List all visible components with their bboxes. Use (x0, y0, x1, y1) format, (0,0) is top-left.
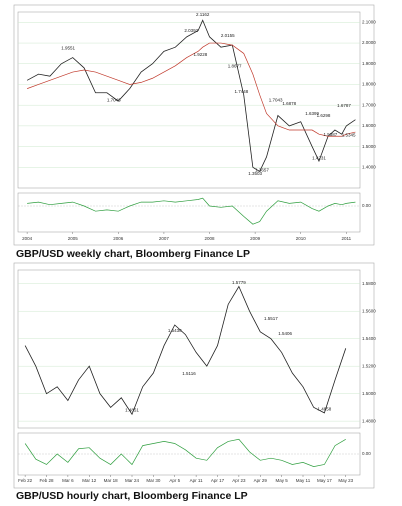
x-tick-label: Mar 18 (104, 478, 119, 483)
x-tick-label: Apr 5 (169, 478, 180, 483)
y-tick-label: 1.5000 (362, 391, 376, 396)
x-tick-label: Apr 23 (232, 478, 246, 483)
price-annotation: 1.7043 (269, 97, 283, 102)
price-line (27, 42, 356, 137)
figure-frame (13, 4, 375, 246)
y-tick-label: 1.8000 (362, 82, 376, 87)
x-tick-label: Apr 11 (190, 478, 203, 483)
price-annotation: 2.0393 (184, 28, 198, 33)
y-tick-label: 1.9000 (362, 61, 376, 66)
price-annotation: 1.5387 (323, 132, 337, 137)
price-annotation: 1.6787 (337, 103, 351, 108)
x-tick-label: 2009 (250, 236, 261, 241)
price-annotation: 1.3503 (248, 171, 262, 176)
x-tick-label: Mar 12 (82, 478, 97, 483)
y-tick-label: 1.5000 (362, 144, 376, 149)
x-tick-label: Apr 17 (211, 478, 225, 483)
y-tick-label: 1.4000 (362, 164, 376, 169)
price-annotation: 1.5345 (342, 133, 356, 138)
price-annotation: 2.1162 (196, 12, 210, 17)
y-tick-label: 2.1000 (362, 20, 376, 25)
figure-frame (13, 262, 375, 489)
y-tick-label: 1.5600 (362, 308, 376, 313)
figure-caption: GBP/USD hourly chart, Bloomberg Finance … (16, 490, 248, 502)
y-tick-label: 1.5800 (362, 281, 376, 286)
indicator-line (27, 197, 356, 225)
x-tick-label: Apr 29 (254, 478, 268, 483)
x-tick-label: May 11 (296, 478, 311, 483)
plot-area (17, 269, 361, 429)
price-annotation: 1.3657 (255, 168, 269, 173)
y-tick-label: 1.5400 (362, 336, 376, 341)
price-annotation: 2.0155 (221, 33, 235, 38)
x-tick-label: 2005 (68, 236, 79, 241)
y-tick-label: 1.4800 (362, 418, 376, 423)
x-tick-label: 2007 (159, 236, 170, 241)
x-tick-label: Feb 28 (39, 478, 54, 483)
x-tick-label: 2006 (113, 236, 124, 241)
y2-tick-label: 0.00 (362, 451, 371, 456)
price-annotation: 1.6399 (305, 111, 319, 116)
price-annotation: 1.6878 (282, 101, 296, 106)
x-tick-label: May 5 (275, 478, 288, 483)
x-tick-label: 2008 (205, 236, 216, 241)
figure-caption: GBP/USD weekly chart, Bloomberg Finance … (16, 248, 250, 260)
price-annotation: 1.6298 (317, 113, 331, 118)
price-line (26, 19, 356, 173)
price-annotation: 1.7448 (235, 89, 249, 94)
y-tick-label: 1.7000 (362, 102, 376, 107)
price-annotation: 1.4231 (312, 156, 326, 161)
x-tick-label: May 23 (338, 478, 353, 483)
price-annotation: 1.5430 (168, 328, 182, 333)
y-tick-label: 2.0000 (362, 40, 376, 45)
x-tick-label: 2011 (341, 236, 351, 241)
indicator-line (24, 438, 346, 467)
price-annotation: 1.9551 (61, 46, 75, 51)
x-tick-label: 2010 (296, 236, 307, 241)
price-annotation: 1.5116 (182, 371, 196, 376)
price-line (24, 285, 347, 416)
price-annotation: 1.4858 (317, 406, 331, 411)
plot-area (17, 11, 361, 189)
price-annotation: 1.8677 (228, 64, 242, 69)
price-annotation: 1.7046 (107, 97, 121, 102)
price-annotation: 1.5517 (264, 316, 278, 321)
price-annotation: 1.5406 (278, 331, 292, 336)
price-annotation: 1.4851 (125, 407, 139, 412)
y2-tick-label: 0.00 (362, 203, 371, 208)
y-tick-label: 1.6000 (362, 123, 376, 128)
x-tick-label: Mar 30 (146, 478, 161, 483)
price-annotation: 1.9228 (194, 52, 208, 57)
x-tick-label: Mar 24 (125, 478, 140, 483)
x-tick-label: Feb 22 (18, 478, 33, 483)
indicator-area (17, 192, 361, 233)
x-tick-label: 2004 (22, 236, 33, 241)
price-annotation: 1.5779 (232, 280, 246, 285)
x-tick-label: Mar 6 (62, 478, 74, 483)
x-tick-label: May 17 (317, 478, 332, 483)
y-tick-label: 1.5200 (362, 363, 376, 368)
